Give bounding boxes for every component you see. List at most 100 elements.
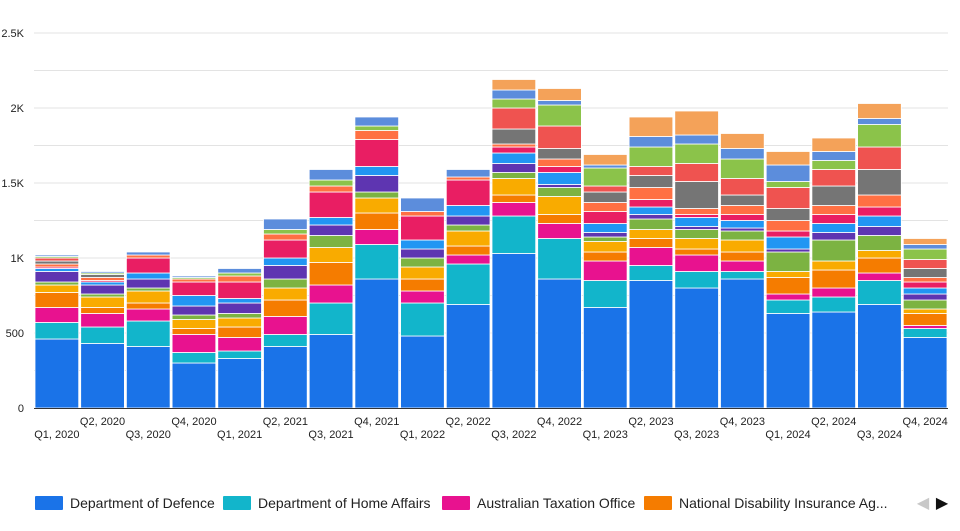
bar-segment[interactable]	[811, 223, 857, 233]
bar-segment[interactable]	[34, 263, 80, 268]
bar-segment[interactable]	[674, 181, 719, 209]
bar-stack[interactable]	[263, 218, 308, 409]
bar-segment[interactable]	[674, 229, 719, 239]
bar-stack[interactable]	[171, 275, 217, 409]
bar-segment[interactable]	[263, 334, 308, 347]
bar-segment[interactable]	[491, 163, 537, 173]
bar-segment[interactable]	[583, 202, 628, 212]
bar-segment[interactable]	[628, 280, 674, 409]
bar-stack[interactable]	[80, 271, 125, 409]
bar-stack[interactable]	[628, 116, 674, 409]
bar-segment[interactable]	[217, 313, 262, 319]
bar-segment[interactable]	[674, 110, 719, 136]
bar-segment[interactable]	[354, 278, 399, 409]
bar-stack[interactable]	[537, 88, 582, 409]
bar-segment[interactable]	[811, 269, 857, 289]
bar-segment[interactable]	[583, 307, 628, 409]
bar-segment[interactable]	[308, 235, 354, 248]
bar-segment[interactable]	[171, 319, 217, 329]
bar-stack[interactable]	[308, 169, 354, 409]
bar-segment[interactable]	[720, 178, 765, 196]
bar-segment[interactable]	[857, 169, 902, 196]
bar-segment[interactable]	[811, 205, 857, 215]
bar-segment[interactable]	[583, 251, 628, 262]
bar-segment[interactable]	[217, 275, 262, 283]
bar-segment[interactable]	[857, 103, 902, 119]
bar-segment[interactable]	[217, 272, 262, 277]
bar-segment[interactable]	[445, 169, 491, 178]
bar-segment[interactable]	[720, 227, 765, 232]
bar-segment[interactable]	[400, 266, 445, 280]
bar-segment[interactable]	[583, 167, 628, 187]
bar-segment[interactable]	[80, 307, 125, 314]
bar-segment[interactable]	[674, 271, 719, 289]
bar-segment[interactable]	[765, 236, 811, 250]
bar-segment[interactable]	[628, 175, 674, 188]
bar-segment[interactable]	[765, 313, 811, 409]
bar-segment[interactable]	[491, 89, 537, 100]
bar-segment[interactable]	[811, 239, 857, 262]
bar-segment[interactable]	[34, 322, 80, 340]
bar-segment[interactable]	[217, 317, 262, 328]
bar-segment[interactable]	[217, 298, 262, 304]
bar-segment[interactable]	[765, 277, 811, 295]
bar-segment[interactable]	[491, 128, 537, 145]
bar-segment[interactable]	[80, 274, 125, 278]
bar-segment[interactable]	[34, 254, 80, 257]
bar-segment[interactable]	[857, 304, 902, 409]
bar-segment[interactable]	[34, 338, 80, 409]
bar-segment[interactable]	[628, 136, 674, 148]
bar-segment[interactable]	[674, 238, 719, 250]
bar-segment[interactable]	[674, 208, 719, 215]
bar-segment[interactable]	[263, 316, 308, 335]
bar-segment[interactable]	[720, 205, 765, 215]
bar-segment[interactable]	[491, 146, 537, 154]
bar-segment[interactable]	[445, 215, 491, 226]
bar-segment[interactable]	[902, 248, 948, 260]
bar-segment[interactable]	[720, 239, 765, 253]
bar-segment[interactable]	[857, 118, 902, 125]
bar-segment[interactable]	[34, 268, 80, 272]
bar-segment[interactable]	[765, 181, 811, 188]
bar-segment[interactable]	[354, 166, 399, 176]
bar-segment[interactable]	[263, 229, 308, 235]
bar-segment[interactable]	[171, 278, 217, 283]
bar-segment[interactable]	[902, 299, 948, 310]
bar-segment[interactable]	[491, 202, 537, 217]
bar-segment[interactable]	[765, 220, 811, 232]
bar-segment[interactable]	[811, 214, 857, 224]
bar-segment[interactable]	[34, 281, 80, 286]
bar-segment[interactable]	[126, 287, 171, 292]
bar-segment[interactable]	[354, 244, 399, 280]
bar-segment[interactable]	[902, 238, 948, 245]
bar-segment[interactable]	[80, 284, 125, 295]
bar-segment[interactable]	[308, 185, 354, 193]
bar-segment[interactable]	[308, 217, 354, 226]
bar-segment[interactable]	[765, 248, 811, 253]
bar-segment[interactable]	[400, 335, 445, 409]
bar-segment[interactable]	[857, 257, 902, 274]
bar-segment[interactable]	[537, 100, 582, 106]
bar-segment[interactable]	[811, 260, 857, 271]
bar-segment[interactable]	[628, 206, 674, 215]
bar-segment[interactable]	[628, 265, 674, 281]
legend-item-ato[interactable]: Australian Taxation Office	[442, 490, 635, 516]
bar-stack[interactable]	[811, 137, 857, 409]
bar-segment[interactable]	[354, 116, 399, 127]
legend-item-defence[interactable]: Department of Defence	[35, 490, 215, 516]
bar-segment[interactable]	[902, 287, 948, 295]
bar-segment[interactable]	[674, 287, 719, 409]
bar-segment[interactable]	[80, 296, 125, 308]
bar-segment[interactable]	[537, 158, 582, 167]
bar-segment[interactable]	[308, 262, 354, 286]
bar-segment[interactable]	[400, 215, 445, 241]
bar-segment[interactable]	[126, 254, 171, 259]
bar-segment[interactable]	[445, 304, 491, 409]
bar-segment[interactable]	[263, 299, 308, 317]
bar-segment[interactable]	[445, 176, 491, 181]
bar-segment[interactable]	[537, 148, 582, 160]
bar-segment[interactable]	[811, 311, 857, 409]
bar-segment[interactable]	[857, 250, 902, 259]
bar-segment[interactable]	[674, 134, 719, 145]
bar-segment[interactable]	[308, 179, 354, 187]
